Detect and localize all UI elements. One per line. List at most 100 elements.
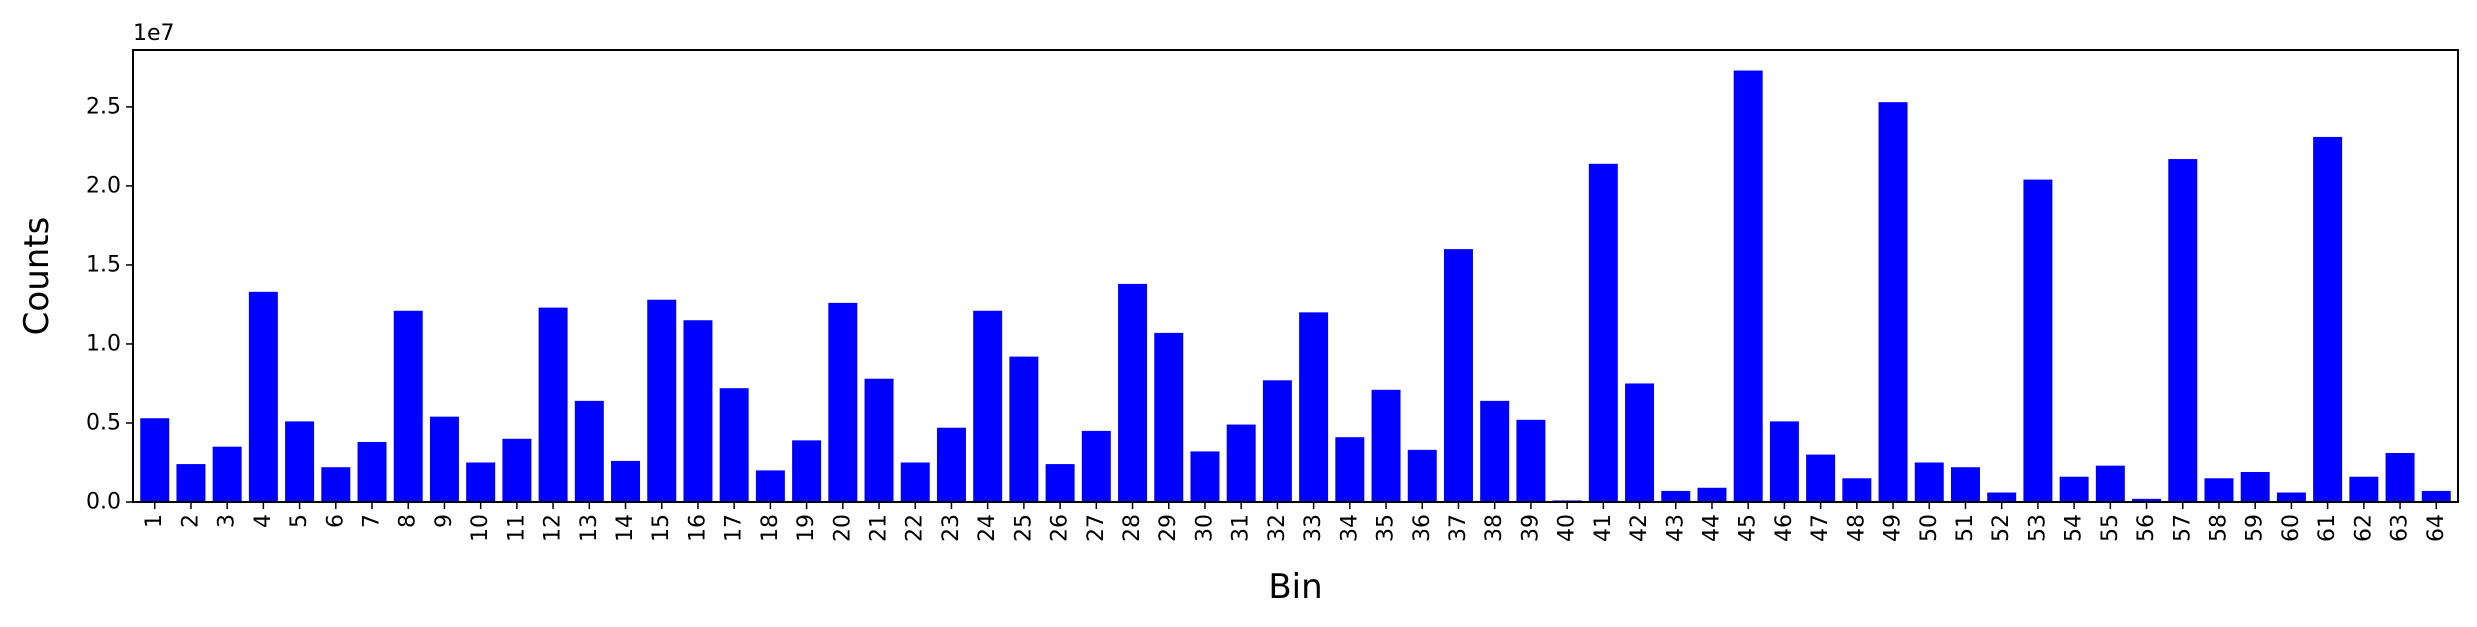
x-tick-label: 32 — [1265, 514, 1290, 542]
bar-53 — [2023, 179, 2053, 502]
bar-32 — [1262, 380, 1292, 502]
x-tick-label: 5 — [287, 514, 312, 528]
x-tick-label: 23 — [939, 514, 964, 542]
bar-37 — [1443, 249, 1473, 502]
bar-9 — [429, 416, 459, 502]
y-tick-label: 0.5 — [86, 410, 121, 435]
x-tick-label: 40 — [1555, 514, 1580, 542]
bar-28 — [1118, 283, 1148, 502]
bar-18 — [755, 470, 785, 502]
x-tick-label: 51 — [1953, 514, 1978, 542]
x-tick-label: 43 — [1663, 514, 1688, 542]
bar-15 — [647, 299, 677, 502]
x-tick-label: 38 — [1482, 514, 1507, 542]
x-tick-label: 4 — [251, 514, 276, 528]
x-tick-label: 19 — [794, 514, 819, 542]
x-tick-label: 62 — [2351, 514, 2376, 542]
x-tick-label: 45 — [1736, 514, 1761, 542]
x-tick-label: 7 — [360, 514, 385, 528]
bar-6 — [321, 467, 351, 502]
bar-56 — [2132, 498, 2162, 502]
x-tick-label: 12 — [541, 514, 566, 542]
bar-52 — [1987, 492, 2017, 502]
x-tick-label: 3 — [215, 514, 240, 528]
bar-38 — [1480, 400, 1510, 502]
x-tick-label: 16 — [685, 514, 710, 542]
bar-23 — [936, 427, 966, 502]
x-tick-label: 48 — [1844, 514, 1869, 542]
x-tick-label: 15 — [649, 514, 674, 542]
bar-5 — [285, 421, 315, 502]
bar-64 — [2421, 490, 2451, 502]
bar-30 — [1190, 451, 1220, 502]
x-tick-label: 61 — [2315, 514, 2340, 542]
x-tick-label: 8 — [396, 514, 421, 528]
bar-39 — [1516, 419, 1546, 502]
x-tick-label: 54 — [2062, 514, 2087, 542]
bar-20 — [828, 302, 858, 502]
x-tick-label: 26 — [1048, 514, 1073, 542]
x-tick-label: 55 — [2098, 514, 2123, 542]
x-tick-label: 28 — [1120, 514, 1145, 542]
bar-12 — [538, 307, 568, 502]
bar-41 — [1588, 163, 1618, 502]
y-tick-label: 2.5 — [86, 94, 121, 119]
x-tick-label: 29 — [1156, 514, 1181, 542]
x-tick-label: 41 — [1591, 514, 1616, 542]
bars-group — [140, 70, 2451, 503]
x-tick-label: 13 — [577, 514, 602, 542]
x-axis-label: Bin — [1268, 567, 1322, 607]
x-tick-label: 35 — [1374, 514, 1399, 542]
x-tick-label: 50 — [1917, 514, 1942, 542]
bar-31 — [1226, 424, 1256, 502]
bar-54 — [2059, 476, 2089, 502]
bar-47 — [1806, 454, 1836, 502]
x-tick-label: 47 — [1808, 514, 1833, 542]
bar-3 — [212, 446, 242, 502]
bar-50 — [1914, 462, 1944, 502]
bar-22 — [900, 462, 930, 502]
bar-48 — [1842, 478, 1872, 502]
x-tick-label: 30 — [1192, 514, 1217, 542]
bar-44 — [1697, 487, 1727, 502]
bar-17 — [719, 388, 749, 502]
bar-13 — [574, 400, 604, 502]
bar-27 — [1081, 430, 1111, 502]
bar-58 — [2204, 478, 2234, 502]
x-tick-label: 56 — [2134, 514, 2159, 542]
x-tick-label: 34 — [1337, 514, 1362, 542]
bar-34 — [1335, 437, 1365, 502]
bar-19 — [792, 440, 822, 502]
x-tick-label: 58 — [2206, 514, 2231, 542]
y-tick-label: 1.0 — [86, 331, 121, 356]
bar-57 — [2168, 159, 2198, 502]
bar-24 — [973, 310, 1003, 502]
x-tick-label: 39 — [1518, 514, 1543, 542]
x-tick-label: 42 — [1627, 514, 1652, 542]
bar-16 — [683, 320, 713, 502]
x-tick-label: 10 — [468, 514, 493, 542]
bar-43 — [1661, 490, 1691, 502]
bar-63 — [2385, 453, 2415, 502]
x-tick-label: 52 — [1989, 514, 2014, 542]
bar-60 — [2276, 492, 2306, 502]
bar-14 — [611, 460, 641, 502]
bar-51 — [1950, 467, 1980, 502]
y-tick-label: 2.0 — [86, 173, 121, 198]
y-tick-label: 0.0 — [86, 490, 121, 515]
x-tick-label: 2 — [178, 514, 203, 528]
x-tick-label: 21 — [867, 514, 892, 542]
bar-8 — [393, 310, 423, 502]
bar-49 — [1878, 102, 1908, 503]
bar-7 — [357, 441, 387, 502]
bar-25 — [1009, 356, 1039, 502]
bar-29 — [1154, 332, 1184, 502]
x-tick-label: 53 — [2025, 514, 2050, 542]
bar-55 — [2095, 465, 2125, 502]
x-tick-label: 17 — [722, 514, 747, 542]
x-tick-label: 37 — [1446, 514, 1471, 542]
bar-33 — [1299, 312, 1329, 502]
bar-11 — [502, 438, 532, 502]
x-tick-label: 20 — [830, 514, 855, 542]
